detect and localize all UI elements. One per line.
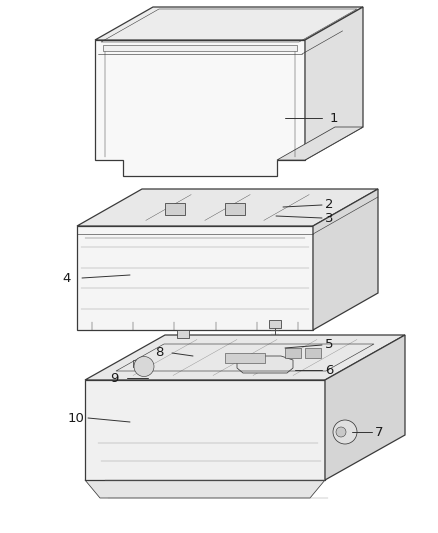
Text: 2: 2	[325, 198, 333, 212]
Circle shape	[134, 357, 154, 376]
Text: 10: 10	[68, 411, 85, 424]
Polygon shape	[95, 7, 363, 40]
Text: 3: 3	[325, 212, 333, 224]
Polygon shape	[85, 480, 325, 498]
Polygon shape	[277, 127, 363, 160]
Polygon shape	[77, 189, 378, 226]
Polygon shape	[305, 348, 321, 358]
Text: 7: 7	[375, 425, 384, 439]
Text: 4: 4	[62, 271, 71, 285]
Polygon shape	[85, 380, 325, 480]
Polygon shape	[165, 203, 184, 215]
Polygon shape	[285, 348, 301, 358]
Polygon shape	[267, 213, 294, 228]
Polygon shape	[225, 352, 265, 362]
Polygon shape	[95, 40, 305, 176]
Polygon shape	[325, 335, 405, 480]
Polygon shape	[103, 45, 297, 51]
Text: 9: 9	[110, 372, 118, 384]
Text: 1: 1	[330, 111, 339, 125]
Polygon shape	[77, 226, 313, 330]
Text: 6: 6	[325, 364, 333, 376]
Polygon shape	[269, 320, 281, 328]
Polygon shape	[177, 330, 189, 338]
Polygon shape	[85, 335, 405, 380]
Polygon shape	[225, 203, 244, 215]
Polygon shape	[305, 7, 363, 160]
Circle shape	[336, 427, 346, 437]
Circle shape	[333, 420, 357, 444]
Polygon shape	[313, 189, 378, 330]
Text: 5: 5	[325, 338, 333, 351]
Polygon shape	[237, 356, 293, 373]
Polygon shape	[133, 360, 143, 367]
Polygon shape	[272, 203, 290, 213]
Text: 8: 8	[155, 346, 163, 359]
